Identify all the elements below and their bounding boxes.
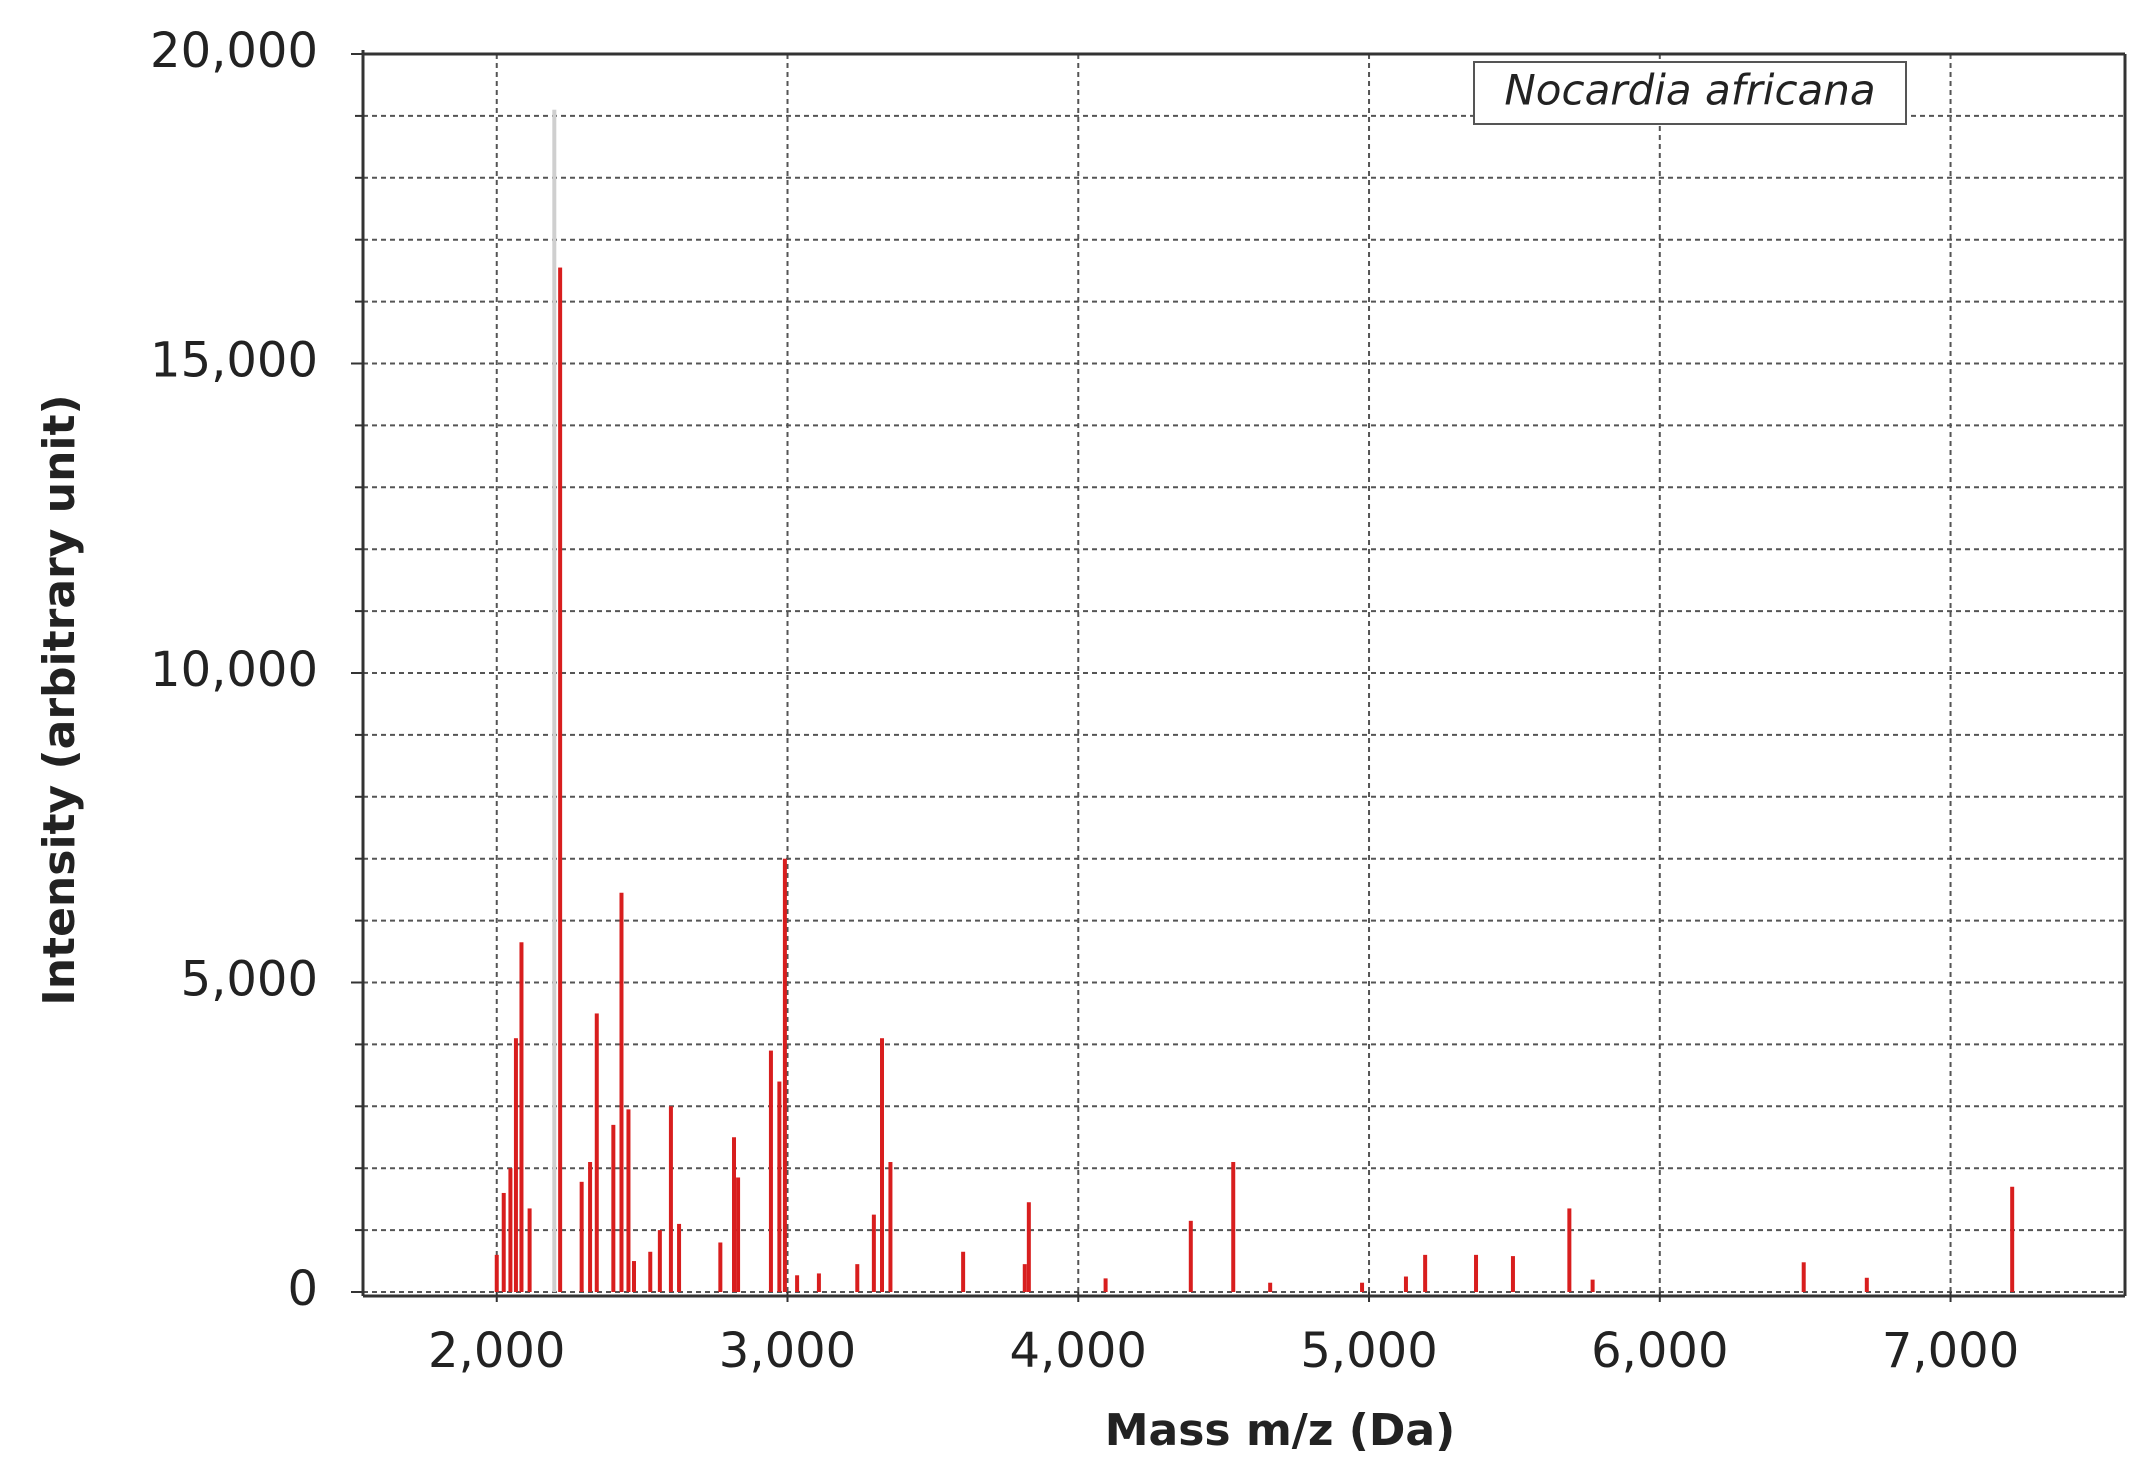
peak: [611, 1124, 616, 1292]
peak: [648, 1251, 653, 1292]
y-axis-title: Intensity (arbitrary unit): [34, 394, 85, 1005]
peak: [1801, 1262, 1806, 1292]
peak: [1026, 1202, 1031, 1292]
peak: [816, 1273, 821, 1292]
x-tick-label: 4,000: [1010, 1323, 1147, 1379]
peak: [1403, 1276, 1408, 1292]
peak: [558, 267, 563, 1293]
labels: 0 5,000 10,000 15,000 20,000 2,000 3,000 4,000 5…: [150, 23, 2019, 1379]
x-axis-title: Mass m/z (Da): [1105, 1405, 1455, 1456]
peak: [579, 1181, 584, 1292]
peak: [1510, 1256, 1515, 1292]
peak: [1103, 1278, 1108, 1292]
peak: [2010, 1186, 2015, 1292]
peak: [795, 1275, 800, 1292]
peak: [619, 892, 624, 1292]
y-tick-label: 10,000: [150, 642, 318, 698]
peak: [552, 109, 557, 1293]
peak: [782, 858, 787, 1292]
peak: [513, 1038, 518, 1292]
peak: [777, 1081, 782, 1292]
peak: [677, 1223, 682, 1292]
peak: [519, 942, 524, 1292]
x-tick-label: 5,000: [1300, 1323, 1437, 1379]
annotation-box: [1473, 61, 1907, 125]
peak: [718, 1242, 723, 1292]
x-tick-label: 7,000: [1882, 1323, 2019, 1379]
peak: [527, 1208, 532, 1292]
peak: [961, 1251, 966, 1292]
x-tick-label: 2,000: [428, 1323, 565, 1379]
peak: [1474, 1254, 1479, 1292]
y-tick-label: 15,000: [150, 333, 318, 389]
peak: [1268, 1282, 1273, 1292]
peak: [768, 1050, 773, 1292]
peak: [588, 1162, 593, 1292]
peak: [1022, 1264, 1027, 1292]
peak: [736, 1177, 741, 1292]
peak: [501, 1192, 506, 1292]
peak: [668, 1106, 673, 1292]
peak: [508, 1168, 513, 1292]
annotation: Nocardia africana: [1504, 66, 1875, 115]
peak: [1423, 1254, 1428, 1292]
peak: [855, 1264, 860, 1292]
peak: [631, 1261, 636, 1292]
peak: [732, 1137, 737, 1292]
peak: [880, 1038, 885, 1292]
peak: [494, 1254, 499, 1292]
x-tick-label: 3,000: [719, 1323, 856, 1379]
peak: [1590, 1279, 1595, 1292]
x-tick-label: 6,000: [1591, 1323, 1728, 1379]
peak: [1188, 1220, 1193, 1292]
peak: [1864, 1277, 1869, 1292]
peak: [657, 1230, 662, 1292]
peak: [594, 1013, 599, 1292]
peak: [1231, 1162, 1236, 1292]
peak: [1567, 1208, 1572, 1292]
y-tick-label: 20,000: [150, 23, 318, 79]
y-tick-label: 0: [287, 1261, 318, 1317]
bars: [494, 109, 2015, 1293]
axes: [361, 50, 2127, 1298]
peak: [888, 1162, 893, 1292]
peak: [626, 1109, 631, 1292]
y-tick-label: 5,000: [181, 952, 318, 1008]
peak: [871, 1214, 876, 1292]
peak: [1360, 1282, 1365, 1292]
